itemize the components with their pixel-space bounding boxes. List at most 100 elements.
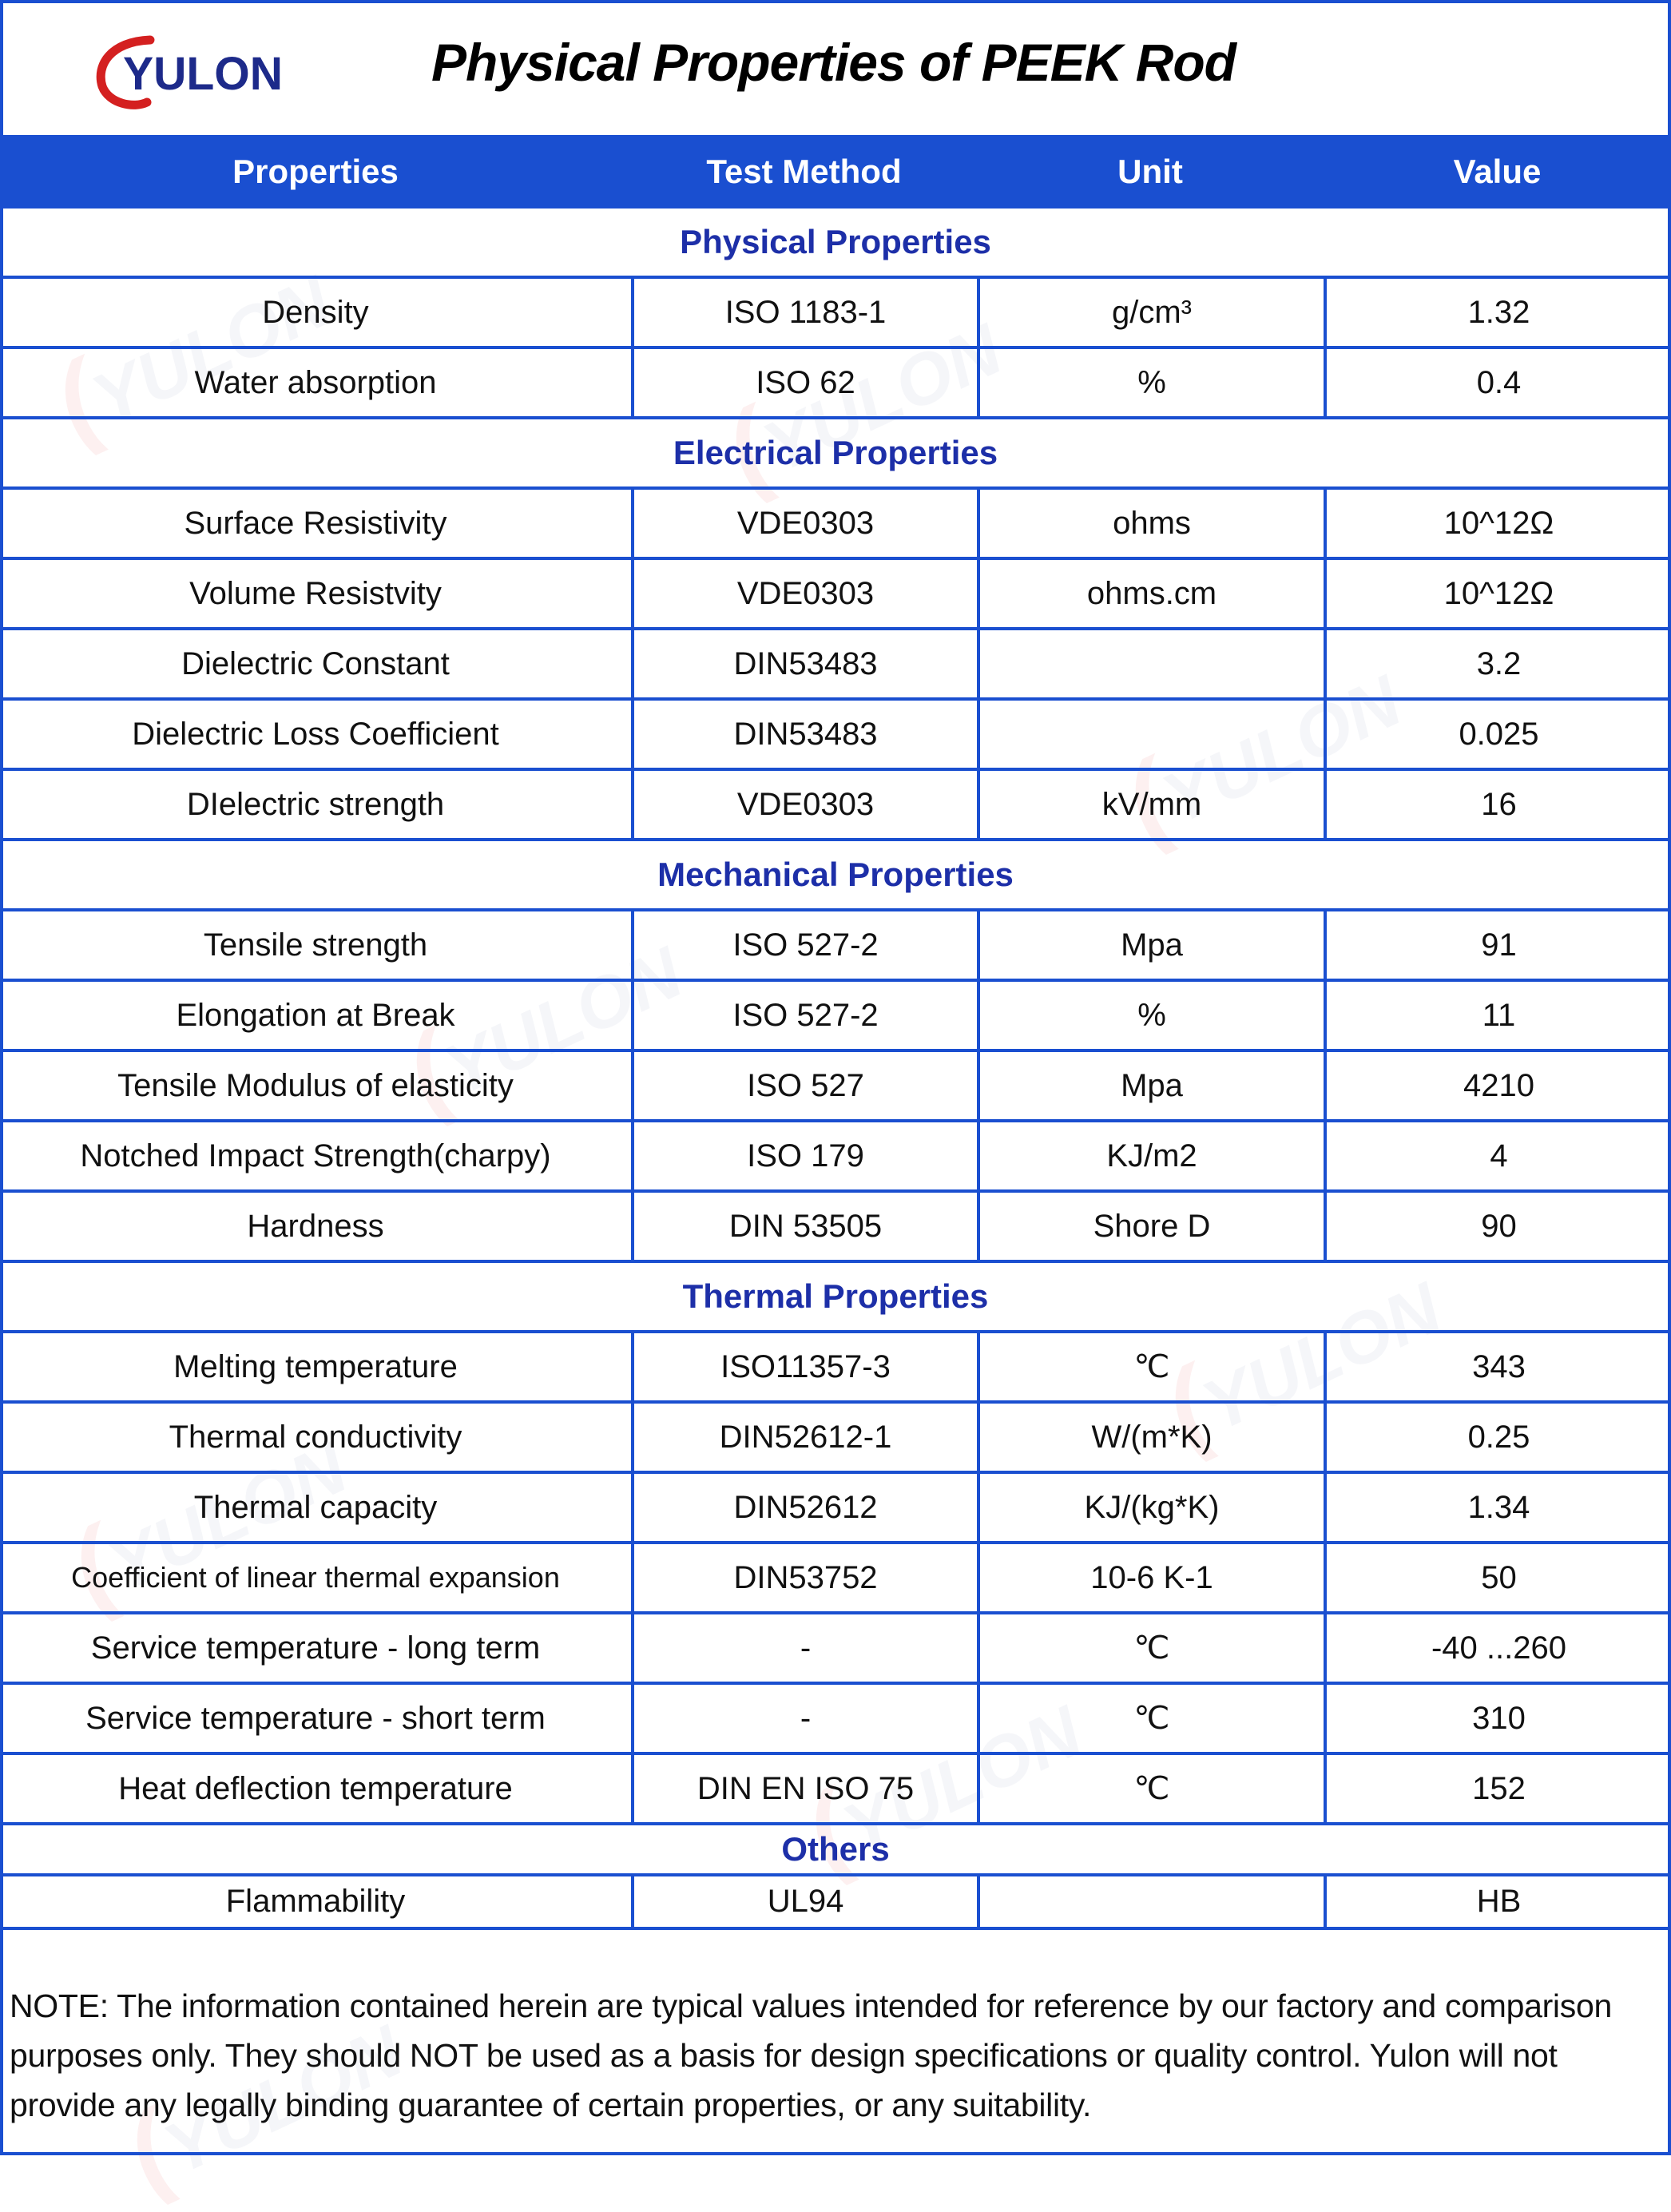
test-method-cell: ISO 1183-1 bbox=[631, 279, 977, 346]
test-method-cell: DIN EN ISO 75 bbox=[631, 1755, 977, 1822]
test-method-cell: - bbox=[631, 1614, 977, 1682]
table-row: DIelectric strength VDE0303 kV/mm 16 bbox=[0, 771, 1671, 841]
test-method-cell: DIN53752 bbox=[631, 1544, 977, 1611]
unit-cell: KJ/m2 bbox=[977, 1122, 1324, 1189]
property-name-cell: Coefficient of linear thermal expansion bbox=[71, 1561, 560, 1594]
property-name-cell: DIelectric strength bbox=[186, 786, 445, 822]
value-cell: 50 bbox=[1324, 1544, 1671, 1611]
unit-cell: ℃ bbox=[977, 1333, 1324, 1400]
test-method-cell: ISO 179 bbox=[631, 1122, 977, 1189]
table-row: Service temperature - short term - ℃ 310 bbox=[0, 1685, 1671, 1755]
value-cell: HB bbox=[1324, 1876, 1671, 1927]
disclaimer-note: NOTE: The information contained herein a… bbox=[10, 1988, 1612, 2123]
table-row: Tensile Modulus of elasticity ISO 527 Mpa 4… bbox=[0, 1052, 1671, 1122]
unit-cell: Mpa bbox=[977, 911, 1324, 979]
unit-cell: ohms bbox=[977, 490, 1324, 557]
unit-cell: ℃ bbox=[977, 1614, 1324, 1682]
unit-cell: % bbox=[977, 982, 1324, 1049]
section-header: Thermal Properties bbox=[0, 1263, 1671, 1333]
table-row: Service temperature - long term - ℃ -40 ...… bbox=[0, 1614, 1671, 1685]
test-method-cell: ISO 62 bbox=[631, 349, 977, 416]
unit-cell: KJ/(kg*K) bbox=[977, 1474, 1324, 1541]
value-cell: 4210 bbox=[1324, 1052, 1671, 1119]
unit-cell: Shore D bbox=[977, 1193, 1324, 1260]
property-name-cell: Surface Resistivity bbox=[184, 505, 447, 541]
value-cell: 4 bbox=[1324, 1122, 1671, 1189]
test-method-cell: DIN52612-1 bbox=[631, 1404, 977, 1471]
column-header-test-method: Test Method bbox=[706, 153, 902, 190]
column-header-value: Value bbox=[1453, 153, 1542, 190]
value-cell: 0.25 bbox=[1324, 1404, 1671, 1471]
section-header: Others bbox=[0, 1825, 1671, 1876]
table-row: Flammability UL94 HB bbox=[0, 1876, 1671, 1930]
column-header-row: Properties Test Method Unit Value bbox=[0, 135, 1671, 208]
table-row: Heat deflection temperature DIN EN ISO 75… bbox=[0, 1755, 1671, 1825]
table-row: Melting temperature ISO11357-3 ℃ 343 bbox=[0, 1333, 1671, 1404]
property-name-cell: Flammability bbox=[225, 1884, 406, 1919]
table-row: Water absorption ISO 62% 0.4 bbox=[0, 349, 1671, 419]
unit-cell: ohms.cm bbox=[977, 560, 1324, 627]
value-cell: 90 bbox=[1324, 1193, 1671, 1260]
unit-cell: % bbox=[977, 349, 1324, 416]
unit-cell bbox=[977, 630, 1324, 697]
test-method-cell: VDE0303 bbox=[631, 771, 977, 838]
property-name-cell: Thermal capacity bbox=[193, 1489, 438, 1525]
unit-cell: Mpa bbox=[977, 1052, 1324, 1119]
value-cell: 11 bbox=[1324, 982, 1671, 1049]
property-name-cell: Elongation at Break bbox=[176, 997, 455, 1033]
table-row: Density ISO 1183-1 g/cm³ 1.32 bbox=[0, 279, 1671, 349]
value-cell: 91 bbox=[1324, 911, 1671, 979]
property-name-cell: Service temperature - short term bbox=[85, 1700, 546, 1736]
table-row: Coefficient of linear thermal expansion D… bbox=[0, 1544, 1671, 1614]
test-method-cell: DIN53483 bbox=[631, 701, 977, 768]
test-method-cell: UL94 bbox=[631, 1876, 977, 1927]
property-name-cell: Dielectric Constant bbox=[181, 645, 450, 681]
unit-cell: W/(m*K) bbox=[977, 1404, 1324, 1471]
test-method-cell: DIN52612 bbox=[631, 1474, 977, 1541]
value-cell: 1.32 bbox=[1324, 279, 1671, 346]
table-row: Thermal conductivity DIN52612-1 W/(m*K) 0.2… bbox=[0, 1404, 1671, 1474]
property-name-cell: Heat deflection temperature bbox=[118, 1770, 513, 1806]
unit-cell bbox=[977, 701, 1324, 768]
section-header: Physical Properties bbox=[0, 208, 1671, 279]
value-cell: 10^12Ω bbox=[1324, 560, 1671, 627]
value-cell: 343 bbox=[1324, 1333, 1671, 1400]
yulon-logo: YULON bbox=[94, 34, 302, 110]
value-cell: -40 ...260 bbox=[1324, 1614, 1671, 1682]
table-row: Surface Resistivity VDE0303 ohms 10^12Ω bbox=[0, 490, 1671, 560]
test-method-cell: ISO 527 bbox=[631, 1052, 977, 1119]
property-name-cell: Melting temperature bbox=[173, 1348, 458, 1384]
value-cell: 0.4 bbox=[1324, 349, 1671, 416]
property-name-cell: Volume Resistvity bbox=[189, 575, 442, 611]
table-row: Notched Impact Strength(charpy) ISO 179 KJ… bbox=[0, 1122, 1671, 1193]
property-name-cell: Tensile strength bbox=[203, 927, 428, 963]
unit-cell: kV/mm bbox=[977, 771, 1324, 838]
value-cell: 152 bbox=[1324, 1755, 1671, 1822]
document-frame bbox=[0, 0, 1671, 2155]
value-cell: 1.34 bbox=[1324, 1474, 1671, 1541]
table-row: Volume Resistvity VDE0303 ohms.cm 10^12Ω bbox=[0, 560, 1671, 630]
property-name-cell: Thermal conductivity bbox=[169, 1419, 462, 1455]
unit-cell: 10-6 K-1 bbox=[977, 1544, 1324, 1611]
unit-cell: g/cm³ bbox=[977, 279, 1324, 346]
test-method-cell: VDE0303 bbox=[631, 560, 977, 627]
value-cell: 310 bbox=[1324, 1685, 1671, 1752]
table-row: Tensile strength ISO 527-2 Mpa 91 bbox=[0, 911, 1671, 982]
value-cell: 3.2 bbox=[1324, 630, 1671, 697]
property-name-cell: Notched Impact Strength(charpy) bbox=[80, 1138, 551, 1174]
test-method-cell: ISO 527-2 bbox=[631, 982, 977, 1049]
table-row: Thermal capacity DIN52612 KJ/(kg*K) 1.34 bbox=[0, 1474, 1671, 1544]
property-name-cell: Dielectric Loss Coefficient bbox=[132, 716, 499, 752]
unit-cell bbox=[977, 1876, 1324, 1927]
test-method-cell: VDE0303 bbox=[631, 490, 977, 557]
svg-text:YULON: YULON bbox=[123, 48, 283, 100]
properties-table: Physical Properties Density ISO 1183-1 g/cm… bbox=[0, 208, 1671, 1930]
unit-cell: ℃ bbox=[977, 1685, 1324, 1752]
test-method-cell: DIN 53505 bbox=[631, 1193, 977, 1260]
table-row: Elongation at Break ISO 527-2% 11 bbox=[0, 982, 1671, 1052]
test-method-cell: DIN53483 bbox=[631, 630, 977, 697]
test-method-cell: ISO11357-3 bbox=[631, 1333, 977, 1400]
test-method-cell: - bbox=[631, 1685, 977, 1752]
property-name-cell: Hardness bbox=[247, 1208, 384, 1244]
unit-cell: ℃ bbox=[977, 1755, 1324, 1822]
